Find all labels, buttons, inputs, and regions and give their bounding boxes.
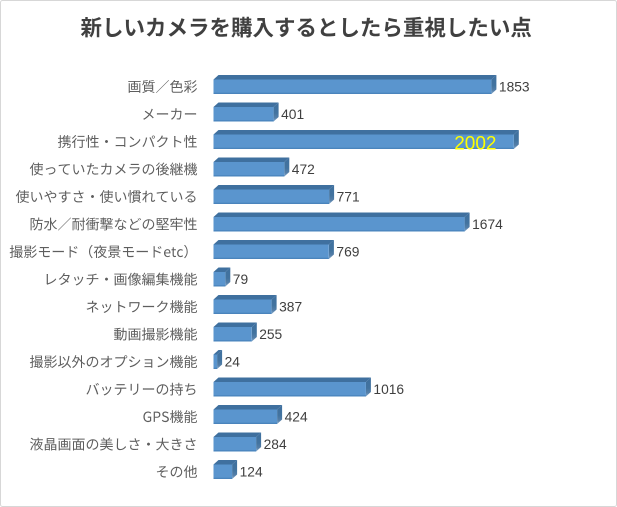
- svg-text:472: 472: [292, 162, 315, 177]
- svg-text:401: 401: [281, 107, 304, 122]
- svg-text:124: 124: [240, 465, 263, 480]
- svg-text:1016: 1016: [373, 382, 404, 397]
- svg-text:1674: 1674: [472, 217, 503, 232]
- svg-text:79: 79: [233, 272, 249, 287]
- svg-text:387: 387: [279, 300, 302, 315]
- svg-text:769: 769: [336, 245, 359, 260]
- svg-text:1853: 1853: [499, 80, 530, 95]
- svg-text:24: 24: [225, 355, 241, 370]
- svg-text:255: 255: [259, 327, 282, 342]
- svg-text:284: 284: [264, 437, 287, 452]
- svg-text:2002: 2002: [454, 133, 496, 154]
- svg-text:771: 771: [337, 190, 360, 205]
- svg-text:424: 424: [285, 410, 308, 425]
